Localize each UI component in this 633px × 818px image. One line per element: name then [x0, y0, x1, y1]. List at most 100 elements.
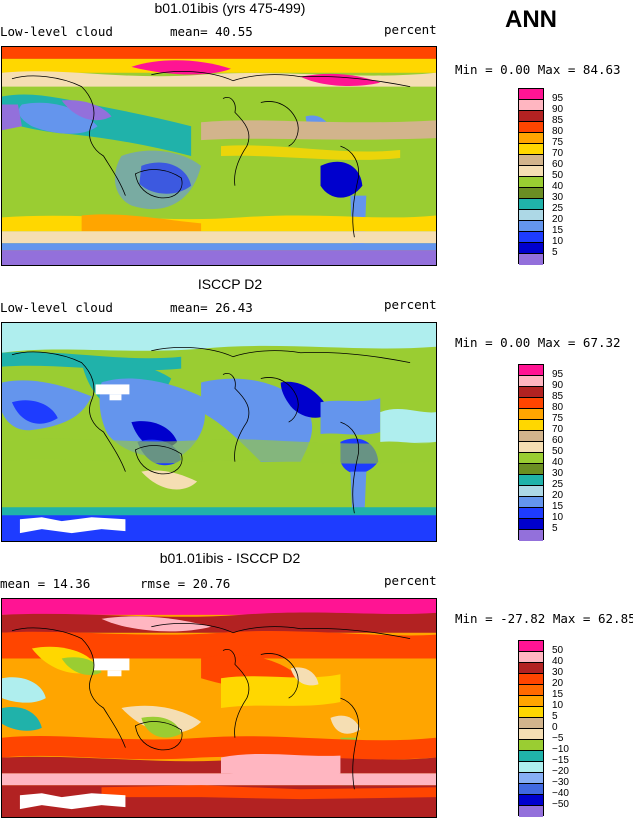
panel1-title: b01.01ibis (yrs 475-499) [154, 0, 306, 16]
colorbar-label: 85 [552, 115, 564, 126]
colorbar-swatch [519, 674, 543, 685]
colorbar-swatch [519, 442, 543, 453]
colorbar-swatch [519, 365, 543, 376]
colorbar-swatch [519, 199, 543, 210]
colorbar-swatch [519, 519, 543, 530]
panel2-variable: Low-level cloud [0, 300, 113, 315]
colorbar-label: 70 [552, 148, 564, 159]
colorbar-label: 20 [552, 214, 564, 225]
colorbar-swatch [519, 685, 543, 696]
colorbar-label: 25 [552, 479, 564, 490]
panel3-colorbar [518, 640, 544, 817]
colorbar-label: −5 [552, 733, 564, 744]
colorbar-swatch [519, 696, 543, 707]
colorbar-label: −10 [552, 744, 569, 755]
colorbar-label: 50 [552, 645, 564, 656]
panel2-minmax: Min = 0.00 Max = 67.32 [455, 335, 621, 350]
colorbar-label: 10 [552, 512, 564, 523]
colorbar-label: 30 [552, 468, 564, 479]
colorbar-label: 5 [552, 247, 558, 258]
colorbar-label: 5 [552, 523, 558, 534]
colorbar-swatch [519, 663, 543, 674]
colorbar-swatch [519, 431, 543, 442]
panel3-mean: mean = 14.36 [0, 576, 91, 591]
colorbar-swatch [519, 773, 543, 784]
colorbar-swatch [519, 762, 543, 773]
colorbar-label: 0 [552, 722, 558, 733]
colorbar-swatch [519, 155, 543, 166]
colorbar-label: 60 [552, 159, 564, 170]
colorbar-label: 80 [552, 126, 564, 137]
colorbar-label: 75 [552, 413, 564, 424]
panel3-rmse: rmse = 20.76 [140, 576, 231, 591]
colorbar-label: 10 [552, 700, 564, 711]
panel1-mean: mean= 40.55 [170, 24, 253, 39]
colorbar-swatch [519, 409, 543, 420]
colorbar-label: 90 [552, 380, 564, 391]
colorbar-swatch [519, 475, 543, 486]
colorbar-label: 95 [552, 93, 564, 104]
colorbar-swatch [519, 221, 543, 232]
colorbar-swatch [519, 508, 543, 519]
colorbar-swatch [519, 398, 543, 409]
colorbar-swatch [519, 111, 543, 122]
panel2-colorbar [518, 364, 544, 541]
colorbar-label: 20 [552, 490, 564, 501]
colorbar-label: 25 [552, 203, 564, 214]
colorbar-swatch [519, 707, 543, 718]
colorbar-swatch [519, 795, 543, 806]
colorbar-swatch [519, 387, 543, 398]
colorbar-swatch [519, 232, 543, 243]
colorbar-swatch [519, 497, 543, 508]
colorbar-swatch [519, 652, 543, 663]
colorbar-swatch [519, 453, 543, 464]
panel2-title: ISCCP D2 [197, 276, 263, 292]
colorbar-label: 30 [552, 667, 564, 678]
colorbar-swatch [519, 486, 543, 497]
colorbar-swatch [519, 166, 543, 177]
panel3-map [1, 598, 437, 818]
colorbar-swatch [519, 464, 543, 475]
panel3-title: b01.01ibis - ISCCP D2 [159, 550, 301, 566]
colorbar-label: −40 [552, 788, 569, 799]
colorbar-label: 85 [552, 391, 564, 402]
colorbar-label: −15 [552, 755, 569, 766]
colorbar-swatch [519, 144, 543, 155]
colorbar-swatch [519, 89, 543, 100]
colorbar-label: 40 [552, 181, 564, 192]
colorbar-swatch [519, 751, 543, 762]
colorbar-label: 40 [552, 656, 564, 667]
colorbar-label: 15 [552, 225, 564, 236]
colorbar-label: 50 [552, 446, 564, 457]
panel1-units: percent [384, 22, 437, 37]
panel3-units: percent [384, 573, 437, 588]
colorbar-label: 5 [552, 711, 558, 722]
colorbar-swatch [519, 100, 543, 111]
colorbar-swatch [519, 243, 543, 254]
colorbar-swatch [519, 177, 543, 188]
panel1-variable: Low-level cloud [0, 24, 113, 39]
colorbar-swatch [519, 530, 543, 541]
colorbar-swatch [519, 806, 543, 817]
colorbar-label: 30 [552, 192, 564, 203]
colorbar-label: −20 [552, 766, 569, 777]
panel3-minmax: Min = -27.82 Max = 62.85 [455, 611, 633, 626]
colorbar-label: 50 [552, 170, 564, 181]
panel2-mean: mean= 26.43 [170, 300, 253, 315]
panel2-units: percent [384, 297, 437, 312]
colorbar-swatch [519, 784, 543, 795]
colorbar-label: 10 [552, 236, 564, 247]
colorbar-label: 15 [552, 689, 564, 700]
colorbar-swatch [519, 254, 543, 265]
colorbar-label: −50 [552, 799, 569, 810]
panel1-map [1, 46, 437, 266]
colorbar-swatch [519, 188, 543, 199]
season-label: ANN [505, 6, 557, 33]
colorbar-swatch [519, 210, 543, 221]
colorbar-swatch [519, 729, 543, 740]
colorbar-label: 15 [552, 501, 564, 512]
panel1-minmax: Min = 0.00 Max = 84.63 [455, 62, 621, 77]
panel2-map [1, 322, 437, 542]
colorbar-label: 95 [552, 369, 564, 380]
colorbar-label: 75 [552, 137, 564, 148]
